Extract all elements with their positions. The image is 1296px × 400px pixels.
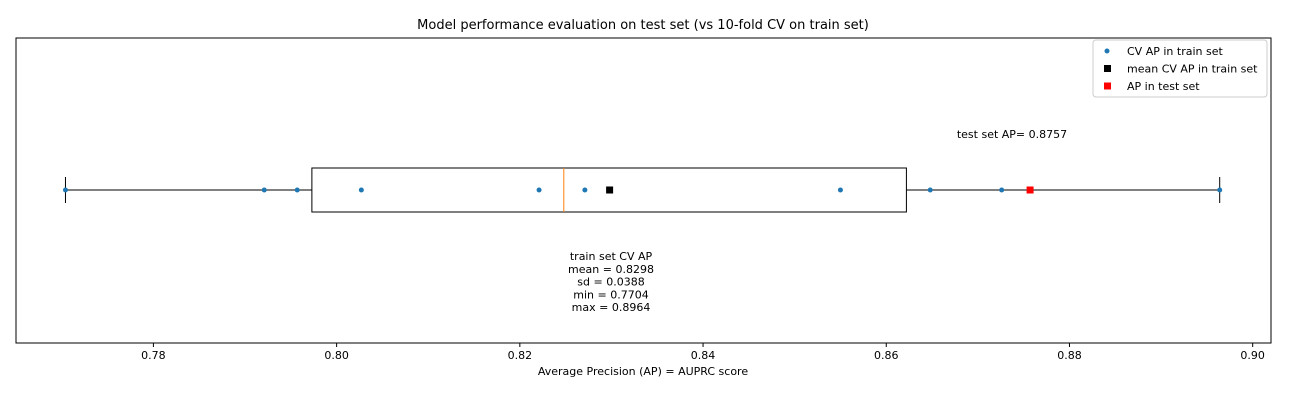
x-tick-label: 0.88 xyxy=(1057,349,1082,362)
legend: CV AP in train set mean CV AP in train se… xyxy=(1092,39,1268,98)
axes-frame xyxy=(15,37,1272,344)
x-tick-label: 0.80 xyxy=(324,349,349,362)
x-axis: 0.78 0.80 0.82 0.84 0.86 0.88 0.90 xyxy=(141,343,1265,362)
x-axis-label: Average Precision (AP) = AUPRC score xyxy=(538,365,748,378)
legend-label: mean CV AP in train set xyxy=(1127,63,1258,76)
train-stats-annotation: train set CV AP xyxy=(570,250,653,263)
cv-point xyxy=(536,187,542,193)
legend-frame xyxy=(1092,39,1268,98)
legend-label: AP in test set xyxy=(1127,80,1200,93)
legend-marker xyxy=(1104,48,1110,54)
x-tick-label: 0.82 xyxy=(508,349,533,362)
cv-point xyxy=(837,187,843,193)
cv-point xyxy=(582,187,588,193)
chart-title: Model performance evaluation on test set… xyxy=(417,18,869,33)
box-iqr xyxy=(311,167,907,213)
x-tick-label: 0.84 xyxy=(691,349,716,362)
cv-point xyxy=(358,187,364,193)
legend-marker xyxy=(1104,82,1111,90)
train-stats-annotation: max = 0.8964 xyxy=(572,301,651,314)
x-tick-label: 0.86 xyxy=(874,349,899,362)
mean-cv-marker xyxy=(606,186,614,194)
cv-point xyxy=(1217,187,1223,193)
cv-point xyxy=(261,187,267,193)
x-tick-label: 0.78 xyxy=(141,349,166,362)
test-ap-marker xyxy=(1026,186,1034,194)
cv-point xyxy=(927,187,933,193)
train-stats-annotation: min = 0.7704 xyxy=(573,288,648,301)
legend-label: CV AP in train set xyxy=(1127,45,1223,58)
cv-point xyxy=(999,187,1005,193)
x-tick-label: 0.90 xyxy=(1240,349,1265,362)
plot-area xyxy=(15,37,1272,344)
train-stats-annotation: sd = 0.0388 xyxy=(577,276,644,289)
cv-point xyxy=(62,187,68,193)
test-ap-annotation: test set AP= 0.8757 xyxy=(957,128,1067,141)
legend-marker xyxy=(1104,65,1111,72)
train-stats-annotation: mean = 0.8298 xyxy=(568,263,654,276)
cv-point xyxy=(294,187,300,193)
